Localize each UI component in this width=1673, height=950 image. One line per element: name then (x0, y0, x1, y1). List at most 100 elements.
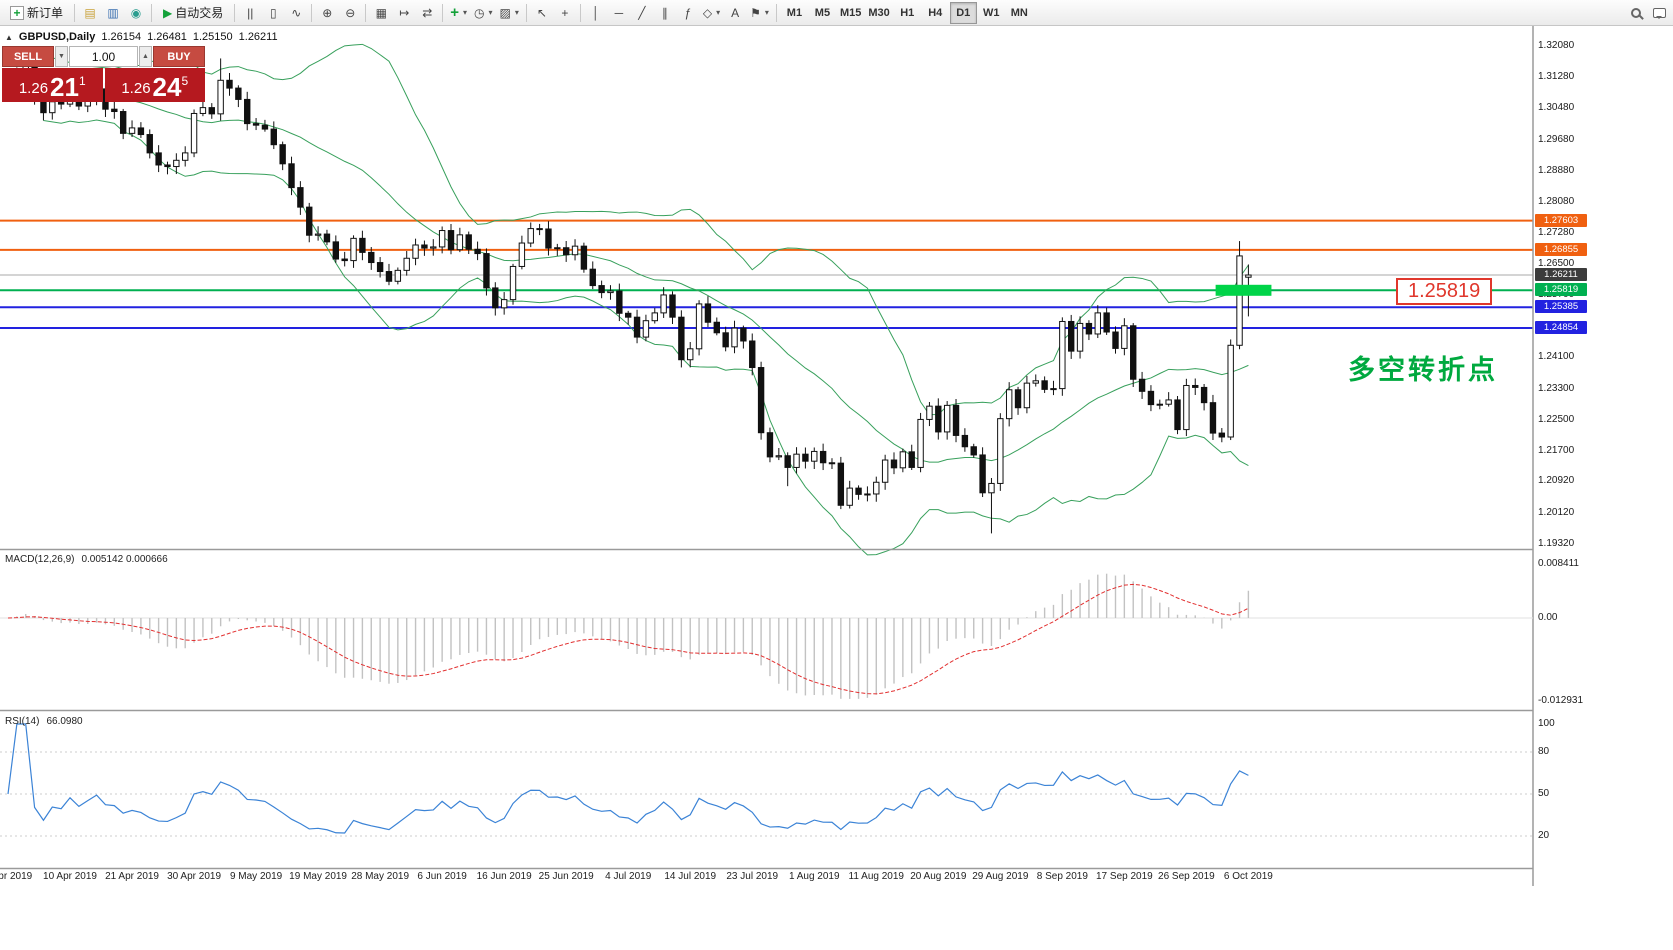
candlestick-chart-button[interactable]: ▯ (262, 2, 284, 24)
zoom-out-button[interactable]: ⊖ (339, 2, 361, 24)
macd-axis-tick: -0.012931 (1538, 694, 1584, 706)
price-axis-tick: 1.24100 (1538, 351, 1575, 363)
periods-button[interactable]: ◷ ▾ (471, 2, 496, 24)
buy-price-pips: 24 (152, 72, 182, 102)
chat-button[interactable] (1648, 2, 1670, 24)
macd-axis-tick: 0.008411 (1538, 558, 1579, 570)
macd-name: MACD(12,26,9) (5, 554, 75, 565)
channel-button[interactable]: ∥ (654, 2, 676, 24)
volume-increase-button[interactable]: ▲ (139, 46, 152, 67)
chart-shift-button[interactable]: ⇄ (416, 2, 438, 24)
buy-button[interactable]: BUY (153, 46, 205, 67)
indicators-icon: + (450, 4, 460, 21)
indicators-button[interactable]: + ▾ (447, 2, 470, 24)
price-axis-tick: 1.23300 (1538, 382, 1575, 394)
candlestick-icon: ▯ (269, 5, 277, 20)
bollinger-bands (43, 43, 1249, 556)
timeframe-button-M1[interactable]: M1 (781, 2, 808, 24)
text-tool-icon: A (731, 5, 740, 20)
timeframe-button-W1[interactable]: W1 (978, 2, 1005, 24)
toolbar-separator (442, 3, 444, 22)
bar-low-value: 1.25150 (192, 31, 233, 43)
price-tag-1.25819: 1.25819 (1535, 283, 1587, 297)
label-tool-button[interactable]: ⚑ ▾ (747, 2, 772, 24)
line-chart-button[interactable]: ∿ (285, 2, 307, 24)
volume-input[interactable] (69, 46, 138, 67)
price-axis-tick: 1.22500 (1538, 413, 1575, 425)
toolbar-separator (525, 3, 527, 22)
tile-windows-icon: ▦ (375, 5, 387, 20)
cursor-icon: ↖ (536, 5, 547, 20)
navigator-icon: ◉ (130, 5, 142, 20)
symbol-info-bar: ▲ GBPUSD,Daily 1.26154 1.26481 1.25150 1… (5, 31, 278, 43)
turning-point-annotation[interactable]: 多空转折点 (1348, 355, 1498, 385)
toolbar-separator (74, 3, 76, 22)
price-axis-tick: 1.20920 (1538, 475, 1575, 487)
navigator-button[interactable]: ◉ (125, 2, 147, 24)
sell-price-pips: 21 (50, 72, 79, 102)
cursor-button[interactable]: ↖ (531, 2, 553, 24)
timeframe-button-H1[interactable]: H1 (894, 2, 921, 24)
timeframe-button-M15[interactable]: M15 (837, 2, 864, 24)
folder-button[interactable]: ▤ (79, 2, 101, 24)
crosshair-button[interactable]: + (554, 2, 576, 24)
zoom-in-button[interactable]: ⊕ (316, 2, 338, 24)
sell-button[interactable]: SELL (2, 46, 54, 67)
zoom-out-icon: ⊖ (345, 5, 356, 20)
macd-panel (0, 573, 1533, 699)
toolbar-separator (311, 3, 313, 22)
volume-decrease-button[interactable]: ▼ (55, 46, 68, 67)
shapes-button[interactable]: ◇ ▾ (700, 2, 723, 24)
bar-chart-button[interactable]: || (239, 2, 261, 24)
horizontal-line-button[interactable]: ─ (608, 2, 630, 24)
toolbar-separator (775, 3, 777, 22)
price-axis-tick: 1.20120 (1538, 506, 1575, 518)
buy-price-point: 5 (181, 74, 189, 88)
new-order-button[interactable]: + 新订单 (3, 2, 70, 24)
sell-price-button[interactable]: 1.26 21 1 (2, 68, 103, 102)
horizontal-line-icon: ─ (614, 5, 624, 20)
autotrading-button[interactable]: ▶ 自动交易 (156, 2, 230, 24)
vertical-line-button[interactable]: │ (585, 2, 607, 24)
search-button[interactable] (1625, 2, 1647, 24)
fibonacci-button[interactable]: ƒ (677, 2, 699, 24)
toolbar-separator (365, 3, 367, 22)
market-watch-button[interactable]: ▥ (102, 2, 124, 24)
auto-scroll-icon: ↦ (399, 5, 410, 20)
autotrading-play-icon: ▶ (163, 5, 173, 20)
timeframe-button-M5[interactable]: M5 (809, 2, 836, 24)
price-axis-tick: 1.27280 (1538, 227, 1575, 239)
chevron-down-icon: ▾ (514, 8, 519, 17)
timeframe-button-D1[interactable]: D1 (949, 1, 977, 24)
price-chart[interactable] (0, 26, 1534, 886)
bar-close-value: 1.26211 (238, 31, 278, 43)
tile-windows-button[interactable]: ▦ (370, 2, 392, 24)
zoom-in-icon: ⊕ (322, 5, 333, 20)
auto-scroll-button[interactable]: ↦ (393, 2, 415, 24)
rsi-label: RSI(14) 66.0980 (5, 716, 83, 727)
chevron-down-icon: ▾ (764, 8, 769, 17)
collapse-panel-icon[interactable]: ▲ (5, 32, 13, 42)
new-order-label: 新订单 (27, 6, 64, 20)
price-axis-tick: 1.31280 (1538, 71, 1575, 83)
highlight-zone (1215, 284, 1272, 296)
timeframe-button-H4[interactable]: H4 (922, 2, 949, 24)
fibonacci-icon: ƒ (684, 5, 692, 20)
trendline-button[interactable]: ╱ (631, 2, 653, 24)
chevron-down-icon: ▾ (716, 8, 721, 17)
price-axis-tick: 1.29680 (1538, 133, 1575, 145)
price-axis-tick: 1.32080 (1538, 39, 1575, 51)
line-chart-icon: ∿ (291, 5, 302, 20)
price-axis-tick: 1.21700 (1538, 445, 1575, 457)
timeframe-button-MN[interactable]: MN (1006, 2, 1033, 24)
buy-price-main: 1.26 (121, 80, 151, 97)
price-flag-label[interactable]: 1.25819 (1396, 278, 1493, 305)
timeframe-button-M30[interactable]: M30 (865, 2, 892, 24)
templates-button[interactable]: ▨ ▾ (497, 2, 522, 24)
toolbar-separator (234, 3, 236, 22)
buy-price-button[interactable]: 1.26 24 5 (104, 68, 205, 102)
text-tool-button[interactable]: A (724, 2, 746, 24)
autotrading-label: 自动交易 (175, 6, 224, 20)
template-icon: ▨ (499, 5, 511, 20)
